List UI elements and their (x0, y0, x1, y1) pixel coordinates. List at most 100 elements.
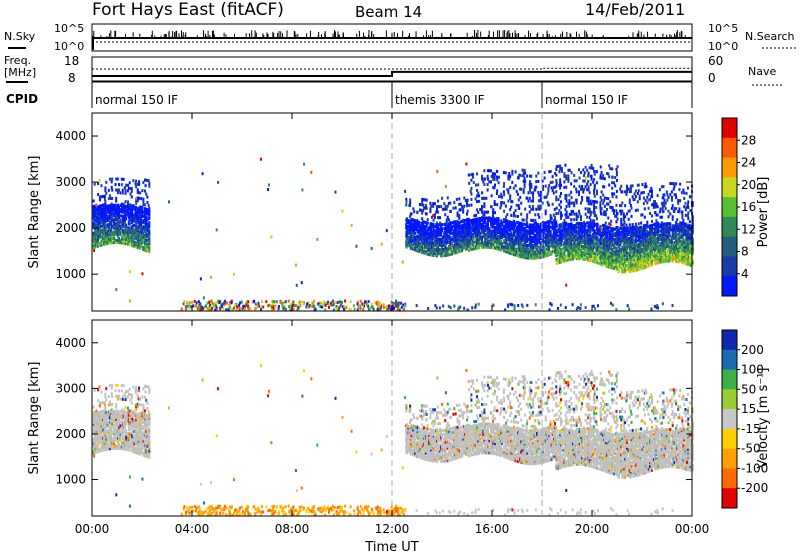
power-cell (555, 181, 558, 185)
power-cell (461, 240, 464, 244)
power-cell (481, 243, 484, 247)
power-cell (565, 196, 568, 200)
power-cell (445, 249, 448, 253)
power-cell (145, 226, 148, 230)
power-cell (501, 227, 504, 231)
power-cell (97, 211, 100, 215)
power-cell (138, 211, 141, 215)
power-cell (99, 231, 102, 235)
power-cell (509, 197, 512, 201)
power-cell (590, 210, 593, 214)
power-cell (105, 206, 108, 210)
power-cell (109, 216, 112, 220)
power-cell (433, 239, 436, 243)
power-cell (505, 245, 508, 249)
power-cell (118, 239, 121, 243)
power-cell (440, 233, 443, 237)
power-cell (507, 191, 510, 195)
power-cell (461, 248, 464, 252)
power-cell (485, 226, 488, 230)
power-cell (426, 236, 429, 240)
power-cell (503, 245, 506, 249)
power-cell (117, 220, 120, 224)
power-cell (148, 241, 151, 245)
power-cell (146, 230, 149, 234)
power-cell (505, 215, 508, 219)
power-cell (476, 234, 479, 238)
power-cell (544, 221, 547, 225)
power-cell (499, 206, 502, 210)
power-cell (113, 218, 116, 222)
power-cell (441, 248, 444, 252)
power-cell (544, 209, 547, 213)
power-cell (510, 243, 513, 247)
power-cell (446, 230, 449, 234)
power-cell (478, 217, 481, 221)
power-cell (135, 228, 138, 232)
power-cell (135, 243, 138, 247)
power-cell (548, 184, 551, 188)
power-cell (587, 188, 590, 192)
power-cell (593, 183, 596, 187)
power-cell (509, 247, 512, 251)
power-cell (485, 245, 488, 249)
power-cell (115, 224, 118, 228)
power-cell (97, 232, 100, 236)
power-cell (589, 213, 592, 217)
power-cell (468, 181, 471, 185)
power-cell (95, 232, 98, 236)
power-cell (419, 235, 422, 239)
nave-label: Nave (748, 65, 776, 78)
power-cell (543, 170, 546, 174)
power-cell (464, 245, 467, 249)
power-cell (451, 227, 454, 231)
power-cell (135, 214, 138, 218)
power-cell (560, 211, 563, 215)
power-cell (118, 216, 121, 220)
power-cell (496, 245, 499, 249)
power-cell (129, 203, 132, 207)
power-cell (97, 215, 100, 219)
power-cell (430, 245, 433, 249)
power-cell (559, 181, 562, 185)
power-cell (456, 223, 459, 227)
power-cell (509, 239, 512, 243)
power-cell (620, 217, 623, 221)
power-cell (135, 212, 138, 216)
power-cell (433, 202, 436, 206)
power-cell (464, 233, 467, 237)
power-cell (607, 202, 610, 206)
power-cell (441, 245, 444, 249)
power-cell (496, 226, 499, 230)
power-cell (408, 244, 411, 248)
power-cell (113, 226, 116, 230)
power-cell (505, 248, 508, 252)
power-cell (422, 222, 425, 226)
power-cell (122, 221, 125, 225)
power-cell (119, 226, 122, 230)
power-cell (429, 236, 432, 240)
power-cell (449, 236, 452, 240)
power-cell (146, 218, 149, 222)
power-cell (509, 222, 512, 226)
power-cell (484, 226, 487, 230)
power-cell (500, 219, 503, 223)
power-cell (104, 223, 107, 227)
power-cell (487, 220, 490, 224)
power-cell (463, 244, 466, 248)
power-cell (435, 237, 438, 241)
power-cell (141, 239, 144, 243)
power-cell (108, 177, 111, 181)
power-cell (508, 172, 511, 176)
power-cell (503, 230, 506, 234)
power-cell (463, 196, 466, 200)
power-cell (565, 227, 568, 231)
power-cell (125, 211, 128, 215)
power-cell (108, 214, 111, 218)
power-cell (563, 219, 566, 223)
power-cell (444, 207, 447, 211)
power-cell (416, 245, 419, 249)
power-cell (119, 220, 122, 224)
power-cell (113, 238, 116, 242)
power-cell (467, 242, 470, 246)
